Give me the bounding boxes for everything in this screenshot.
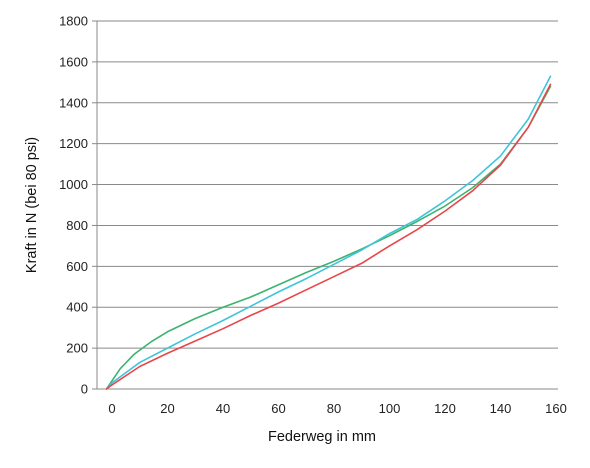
y-tick-label: 1600 (59, 54, 88, 69)
x-tick-label: 60 (271, 401, 285, 416)
x-tick-label: 120 (434, 401, 456, 416)
y-tick-label: 1400 (59, 95, 88, 110)
x-tick-label: 40 (216, 401, 230, 416)
x-axis-title: Federweg in mm (268, 429, 376, 445)
series-line-2 (105, 75, 552, 390)
x-tick-labels: 0 20 40 60 80 100 120 140 160 (108, 401, 566, 416)
y-tick-label: 1000 (59, 177, 88, 192)
y-tick-label: 600 (66, 259, 88, 274)
x-tick-label: 80 (327, 401, 341, 416)
series-lines (105, 75, 552, 390)
series-line-3 (105, 83, 552, 390)
y-tick-labels: 0 200 400 600 800 1000 1200 1400 1600 1800 (59, 14, 88, 397)
y-tick-label: 0 (81, 382, 88, 397)
x-tick-label: 0 (108, 401, 115, 416)
grid-lines (97, 20, 558, 349)
x-tick-label: 20 (160, 401, 174, 416)
y-tick-label: 800 (66, 218, 88, 233)
chart-axes (92, 20, 558, 390)
x-tick-label: 100 (379, 401, 401, 416)
x-tick-label: 160 (545, 401, 567, 416)
y-axis-title: Kraft in N (bei 80 psi) (24, 137, 40, 273)
series-line-1 (105, 85, 552, 390)
y-tick-label: 200 (66, 341, 88, 356)
x-tick-label: 140 (490, 401, 512, 416)
y-tick-label: 1200 (59, 136, 88, 151)
y-tick-label: 400 (66, 300, 88, 315)
y-tick-label: 1800 (59, 14, 88, 29)
